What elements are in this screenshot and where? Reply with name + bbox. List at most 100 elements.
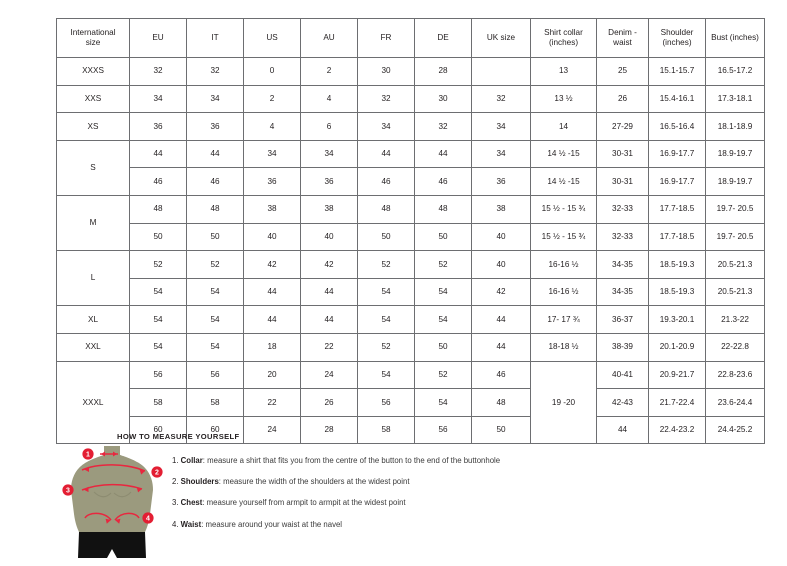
size-chart-table-container: International size EU IT US AU FR DE UK …: [56, 18, 765, 445]
cell-au: 24: [300, 360, 358, 390]
measure-instruction-text: : measure yourself from armpit to armpit…: [202, 498, 406, 508]
cell-us: 2: [243, 84, 301, 114]
cell-uk-size: 32: [471, 84, 531, 114]
cell-eu: 44: [129, 139, 187, 169]
cell-shoulder: 18.5-19.3: [648, 277, 706, 307]
badge-1-label: 1: [86, 452, 90, 459]
badge-4-label: 4: [146, 516, 150, 523]
measure-instruction-3: 3. Chest: measure yourself from armpit t…: [172, 498, 692, 508]
cell-de: 30: [414, 84, 472, 114]
table-row: 50 50 40 40 50 50 40 15 ½ - 15 ¾ 32-33 17.7-18.5 1…: [57, 222, 765, 252]
cell-bust: 23.6-24.4: [705, 388, 765, 417]
cell-fr: 32: [357, 84, 415, 114]
measure-instruction-label: Chest: [180, 498, 203, 508]
cell-eu: 52: [129, 250, 187, 279]
cell-eu: 54: [129, 277, 187, 307]
size-label-cell: XL: [56, 305, 130, 334]
badge-2: 2: [151, 466, 163, 478]
cell-denim-waist: 32-33: [596, 222, 649, 252]
cell-au: 22: [300, 332, 358, 362]
col-header-line2: size: [85, 38, 101, 47]
cell-de: 32: [414, 112, 472, 141]
size-chart-table: International size EU IT US AU FR DE UK …: [56, 18, 765, 445]
cell-eu: 32: [129, 57, 187, 86]
badge-1: 1: [82, 448, 94, 460]
cell-shirt-collar: 17- 17 ¾: [530, 305, 597, 334]
cell-eu: 34: [129, 84, 187, 114]
chest-arrow-head-left: [83, 486, 89, 493]
cell-fr: 46: [357, 167, 415, 196]
cell-shoulder: 17.7-18.5: [648, 194, 706, 224]
cell-shirt-collar: 18-18 ½: [530, 332, 597, 362]
cell-au: 34: [300, 139, 358, 169]
cell-au: 44: [300, 277, 358, 307]
table-row: S 44 44 34 34 44 44 34 14 ½ -15 30-31 16.9-17.7 18.…: [56, 139, 765, 196]
cell-us: 36: [243, 167, 301, 196]
col-header-international-size: International size: [56, 18, 130, 58]
cell-it: 44: [186, 139, 244, 169]
cell-bust: 19.7- 20.5: [705, 194, 765, 224]
cell-au: 38: [300, 194, 358, 224]
size-label-cell: XXXL: [56, 360, 130, 445]
table-row: M 48 48 38 38 48 48 38 15 ½ - 15 ¾ 32-33 17.7-18.5…: [56, 194, 765, 252]
cell-shoulder: 16.9-17.7: [648, 139, 706, 169]
cell-denim-waist: 27-29: [596, 112, 649, 141]
table-row: XL 54 54 44 44 54 54 44 17- 17 ¾ 36-37 19.3-20.1 21…: [56, 305, 765, 334]
size-label-cell: XXXS: [56, 57, 130, 86]
cell-us: 44: [243, 277, 301, 307]
table-row: 60 60 24 28 58 56 50 44 22.4-23.2 24.4-25.2: [57, 415, 765, 445]
cell-us: 42: [243, 250, 301, 279]
cell-denim-waist: 32-33: [596, 194, 649, 224]
cell-au: 44: [300, 305, 358, 334]
cell-shoulder: 15.1-15.7: [648, 57, 706, 86]
cell-bust: 20.5-21.3: [705, 277, 765, 307]
measure-instruction-label: Waist: [180, 519, 202, 529]
cell-bust: 22.8-23.6: [705, 360, 765, 390]
cell-it: 34: [186, 84, 244, 114]
cell-denim-waist: 30-31: [596, 167, 649, 196]
cell-it: 60: [186, 415, 244, 445]
collar-arrow-head-right: [113, 451, 117, 457]
torso-figure-svg: 1 2 3 4: [62, 446, 163, 558]
cell-de: 56: [414, 415, 472, 445]
measure-instruction-number: 2.: [172, 477, 181, 487]
cell-us: 24: [243, 415, 301, 445]
cell-denim-waist: 44: [596, 415, 649, 445]
cell-de: 50: [414, 222, 472, 252]
cell-us: 34: [243, 139, 301, 169]
cell-shirt-collar: 14 ½ -15: [530, 139, 597, 169]
cell-au: 42: [300, 250, 358, 279]
cell-fr: 52: [357, 332, 415, 362]
cell-shoulder: 15.4-16.1: [648, 84, 706, 114]
size-label-cell: S: [56, 139, 130, 196]
cell-it: 56: [186, 360, 244, 390]
cell-de: 46: [414, 167, 472, 196]
col-header-line2: (inches): [662, 38, 692, 47]
cell-uk-size: 36: [471, 167, 531, 196]
cell-de: 54: [414, 305, 472, 334]
cell-fr: 52: [357, 250, 415, 279]
cell-bust: 19.7- 20.5: [705, 222, 765, 252]
cell-fr: 50: [357, 222, 415, 252]
cell-fr: 56: [357, 388, 415, 417]
cell-shirt-collar: 16-16 ½: [530, 250, 597, 279]
cell-it: 36: [186, 112, 244, 141]
cell-denim-waist: 36-37: [596, 305, 649, 334]
cell-shirt-collar: 15 ½ - 15 ¾: [530, 194, 597, 224]
chest-contour-left: [93, 491, 112, 498]
cell-it: 52: [186, 250, 244, 279]
cell-shoulder: 16.9-17.7: [648, 167, 706, 196]
cell-us: 22: [243, 388, 301, 417]
waist-measure-arrow-right: [114, 512, 140, 521]
cell-eu: 36: [129, 112, 187, 141]
cell-us: 40: [243, 222, 301, 252]
cell-uk-size: 44: [471, 332, 531, 362]
measure-instruction-4: 4. Waist: measure around your waist at t…: [172, 520, 692, 530]
cell-fr: 58: [357, 415, 415, 445]
measure-instruction-1: 1. Collar: measure a shirt that fits you…: [172, 456, 692, 466]
how-to-measure-section: HOW TO MEASURE YOURSELF: [0, 428, 787, 566]
col-header-shirt-collar: Shirt collar (inches): [530, 18, 597, 58]
size-label-cell: M: [56, 194, 130, 252]
table-row: XXL 54 54 18 22 52 50 44 18-18 ½ 38-39 20.1-20.9 22…: [56, 332, 765, 362]
cell-fr: 54: [357, 277, 415, 307]
